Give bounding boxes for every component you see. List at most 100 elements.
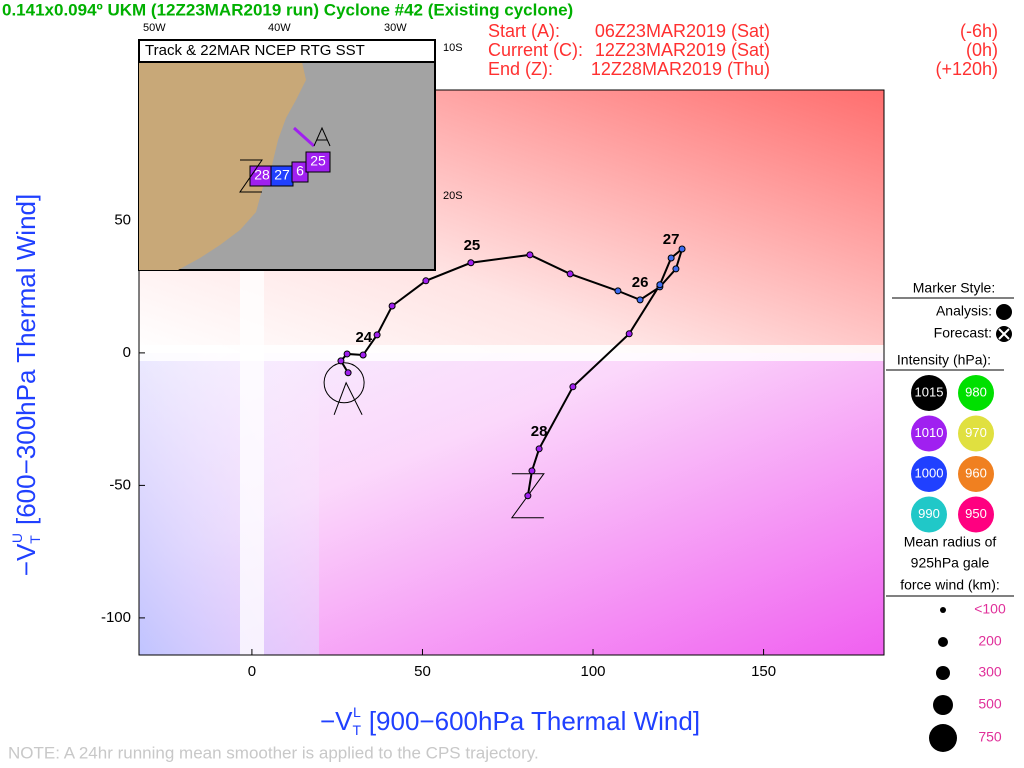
track-point [526, 251, 534, 259]
track-point [656, 281, 664, 289]
y-axis-label: −VTU [600−300hPa Thermal Wind] [9, 194, 43, 576]
x-label-text: [900−600hPa Thermal Wind] [369, 706, 700, 736]
size-label: 200 [978, 633, 1002, 649]
x-label-sub: T [352, 722, 361, 738]
x-label-sup: L [353, 704, 361, 720]
y-tick-label: -50 [109, 476, 131, 493]
analysis-symbol [996, 304, 1012, 320]
lower-left-background [139, 353, 319, 655]
legend-title: 925hPa gale [911, 555, 990, 571]
intensity-label: 990 [918, 506, 940, 521]
day-label: 28 [531, 423, 548, 440]
track-point [566, 270, 574, 278]
time-text: 12Z28MAR2019 (Thu) [591, 59, 770, 79]
inset-start-marker [313, 126, 331, 147]
intensity-swatch [911, 415, 947, 452]
day-label: 26 [632, 274, 649, 291]
legend-title: Mean radius of [904, 534, 997, 550]
lon-label: 50W [143, 22, 166, 34]
time-info: Start (A): 06Z23MAR2019 (Sat) (-6h) Current… [488, 21, 998, 79]
size-swatch [936, 666, 950, 680]
x-axis-label: −VTL [900−600hPa Thermal Wind] [320, 704, 700, 738]
x-tick-label: 50 [414, 663, 431, 680]
y-label-sub: T [27, 535, 43, 544]
size-swatch [929, 724, 957, 752]
legend-title: Intensity (hPa): [897, 352, 991, 368]
track-point [678, 245, 686, 253]
intensity-label: 970 [965, 425, 987, 440]
lat-label: 20S [443, 190, 463, 202]
track-point [528, 467, 536, 475]
day-label: 24 [355, 329, 372, 346]
track-point [467, 259, 475, 267]
track-point [524, 492, 532, 500]
inset-end-marker [239, 159, 263, 193]
intensity-label: 960 [965, 465, 987, 480]
inset-storm-label: 28 [254, 167, 270, 183]
x-tick-label: 0 [248, 663, 256, 680]
note: NOTE: A 24hr running mean smoother is ap… [8, 743, 539, 762]
forecast-cross [998, 328, 1010, 340]
track-point [667, 254, 675, 262]
size-label: <100 [974, 601, 1006, 617]
time-text: Current (C): [488, 40, 583, 60]
y-tick-label: 0 [123, 344, 131, 361]
intensity-label: 1000 [915, 465, 944, 480]
intensity-label: 950 [965, 506, 987, 521]
land [139, 62, 306, 270]
track-point [337, 357, 345, 365]
time-text: 06Z23MAR2019 (Sat) [595, 21, 770, 41]
legend-label: Analysis: [936, 303, 992, 319]
time-text: (-6h) [960, 21, 998, 41]
inset-title: Track & 22MAR NCEP RTG SST [145, 42, 365, 59]
track-point [672, 265, 680, 273]
size-swatch [933, 695, 953, 715]
time-text: End (Z): [488, 59, 553, 79]
track-point [422, 277, 430, 285]
track-point [614, 287, 622, 295]
legend-title: force wind (km): [900, 577, 1000, 593]
intensity-swatch [958, 456, 994, 492]
intensity-label: 1010 [915, 425, 944, 440]
track-point [388, 302, 396, 310]
legend-label: Forecast: [934, 325, 992, 341]
time-text: 12Z23MAR2019 (Sat) [595, 40, 770, 60]
day-label: 27 [663, 231, 680, 248]
track-point [625, 330, 633, 338]
track-point [344, 369, 352, 377]
y-label-symbol: −V [11, 543, 41, 576]
y-tick-label: -100 [101, 609, 131, 626]
inset-track [292, 126, 316, 148]
legend-title: Marker Style: [913, 280, 995, 296]
start-ring [323, 362, 365, 404]
y-label-sup: U [9, 533, 25, 543]
track-point [359, 351, 367, 359]
zero-band [139, 345, 884, 361]
inset-storm-label: 27 [274, 167, 290, 183]
inset-storm-label: 6 [296, 163, 304, 179]
plot-frame [138, 89, 885, 656]
size-swatch [938, 637, 948, 647]
start-marker [333, 381, 363, 415]
y-label-text: [600−300hPa Thermal Wind] [11, 194, 41, 525]
inset-storm-label: 25 [310, 153, 326, 169]
x-tick-label: 150 [751, 663, 776, 680]
title: 0.141x0.094º UKM (12Z23MAR2019 run) Cycl… [2, 0, 573, 19]
plot: 0 50 100 150 -100 -50 0 50 24 25 26 27 28 [101, 211, 776, 680]
lon-label: 30W [384, 22, 407, 34]
inset-title-box [138, 39, 436, 63]
track-point [373, 331, 381, 339]
track-point [535, 445, 543, 453]
time-text: Start (A): [488, 21, 560, 41]
intensity-swatch [958, 375, 994, 411]
intensity-swatch [958, 496, 994, 533]
inset-map: Track & 22MAR NCEP RTG SST 50W 40W 30W 1… [138, 22, 463, 271]
track-point [636, 296, 644, 304]
lat-label: 10S [443, 42, 463, 54]
time-text: (+120h) [935, 59, 998, 79]
intensity-swatch [958, 415, 994, 452]
intensity-swatch [911, 375, 947, 411]
size-label: 300 [978, 664, 1002, 680]
